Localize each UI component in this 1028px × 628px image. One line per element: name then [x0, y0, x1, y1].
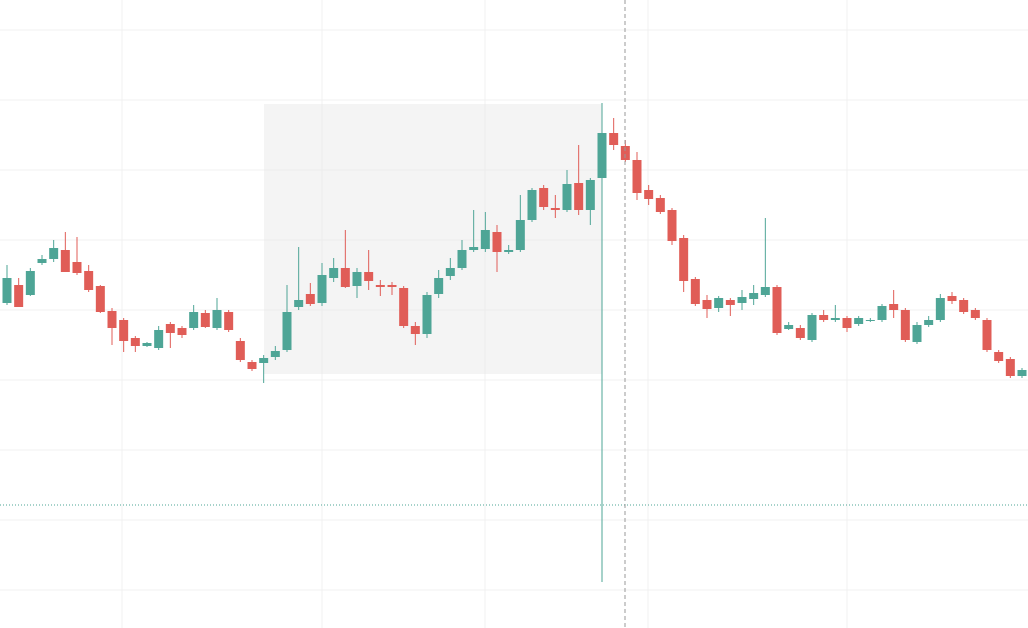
candle-body [947, 296, 957, 301]
candle-body [819, 315, 829, 320]
candle-body [142, 343, 152, 346]
candle-body [1005, 359, 1015, 376]
candle-body [702, 300, 712, 309]
candle-body [772, 287, 782, 333]
candle-body [189, 312, 199, 328]
candle-body [597, 133, 607, 178]
candle-body [352, 272, 362, 286]
candle-body [305, 294, 315, 304]
candle-body [889, 304, 899, 310]
candle-body [329, 268, 339, 278]
candle-body [177, 328, 187, 335]
candle-body [130, 338, 140, 346]
candle-body [480, 230, 490, 249]
candle-body [527, 190, 537, 220]
candle-body [294, 300, 304, 307]
candle-body [784, 325, 794, 329]
candle-body [1017, 370, 1027, 376]
candle-body [749, 293, 759, 299]
candle-body [422, 295, 432, 334]
candle-body [2, 278, 12, 303]
candle-body [212, 310, 222, 328]
candle-body [270, 351, 280, 357]
candle-body [994, 352, 1004, 361]
candle-body [14, 285, 24, 307]
candle-body [119, 320, 129, 341]
candle-body [935, 298, 945, 320]
candle-body [84, 271, 94, 290]
candle-body [37, 259, 47, 263]
candle-body [830, 318, 840, 320]
candle-body [399, 288, 409, 326]
candle-body [737, 297, 747, 303]
candle-body [539, 188, 549, 207]
candle-body [550, 208, 560, 210]
candle-body [224, 312, 234, 330]
candle-body [900, 310, 910, 340]
candle-body [515, 220, 525, 250]
candle-body [364, 272, 374, 281]
candle-body [632, 160, 642, 193]
candle-body [200, 313, 210, 327]
candle-body [49, 248, 59, 259]
candle-body [667, 210, 677, 241]
candle-body [469, 247, 479, 250]
candle-body [235, 341, 245, 360]
candle-body [609, 133, 619, 145]
candle-body [714, 298, 724, 308]
price-grid [0, 29, 1028, 591]
candle-body [95, 286, 105, 312]
candle-body [165, 324, 175, 333]
candle-body [959, 300, 969, 312]
candles [2, 103, 1027, 582]
candle-body [865, 320, 875, 321]
candle-body [842, 318, 852, 328]
candle-body [644, 190, 654, 199]
candle-body [690, 279, 700, 304]
candle-body [154, 330, 164, 348]
candle-body [807, 315, 817, 340]
candle-body [924, 320, 934, 325]
candle-body [655, 198, 665, 212]
candle-body [25, 271, 35, 295]
candle-body [725, 300, 735, 305]
candle-body [457, 250, 467, 268]
candle-body [795, 328, 805, 338]
candle-body [854, 318, 864, 324]
candle-body [620, 146, 630, 160]
candle-body [562, 184, 572, 210]
selection-highlight [264, 104, 602, 374]
candle-body [375, 285, 385, 287]
candle-body [877, 306, 887, 320]
candle-body [760, 287, 770, 295]
candle-body [60, 250, 70, 272]
candle-body [970, 310, 980, 318]
candle-body [434, 278, 444, 294]
time-grid [121, 0, 848, 628]
candle-body [504, 250, 514, 252]
candle-body [387, 285, 397, 287]
candle-body [72, 262, 82, 273]
candle-body [282, 312, 292, 350]
candle-body [410, 326, 420, 334]
candle-body [679, 238, 689, 281]
candle-body [247, 362, 257, 369]
candle-body [912, 325, 922, 342]
candle-body [107, 311, 117, 328]
candle-body [574, 183, 584, 210]
candle-body [317, 275, 327, 303]
candle-body [492, 232, 502, 252]
candle-body [982, 320, 992, 350]
candle-body [445, 268, 455, 276]
candle-body [259, 358, 269, 363]
candle-body [340, 268, 350, 287]
candle-body [585, 180, 595, 210]
